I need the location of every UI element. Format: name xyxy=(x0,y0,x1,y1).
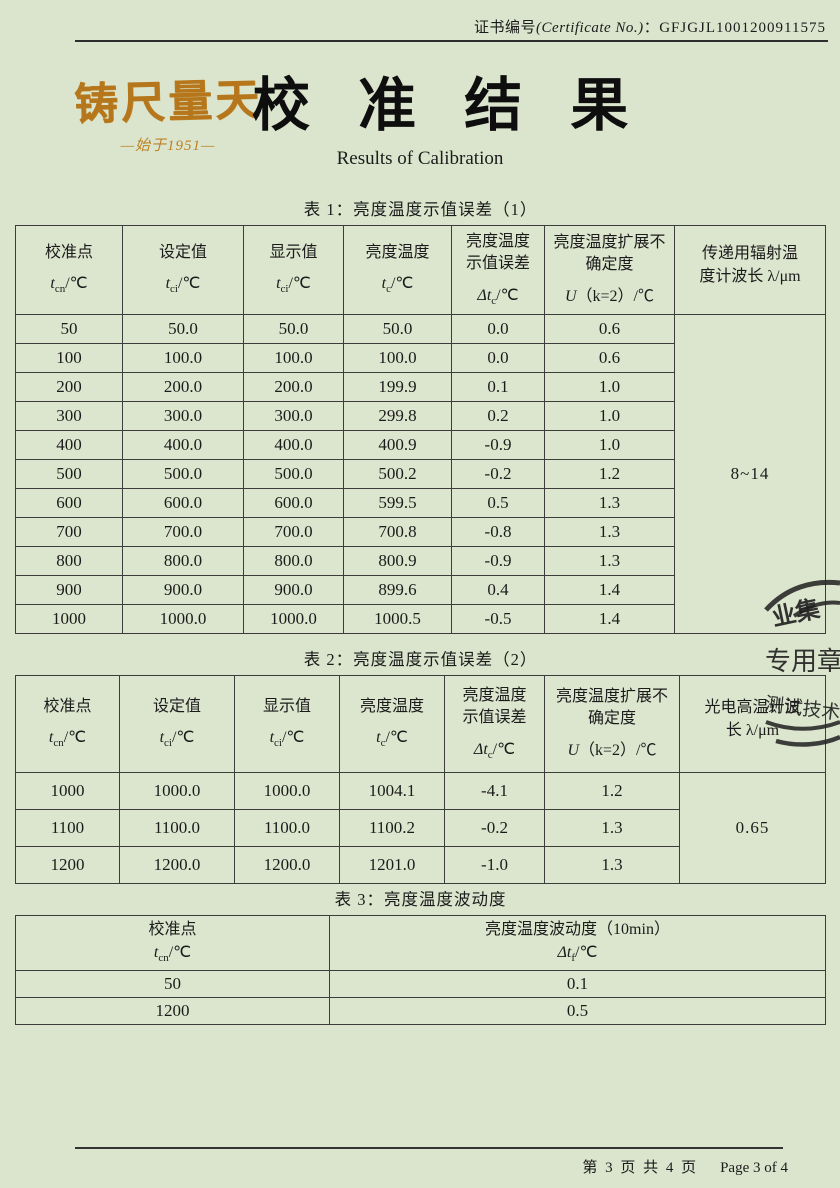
brand-tagline: —始于1951— xyxy=(120,138,216,154)
table3-section: 表 3：亮度温度波动度 校准点 tcn/℃ 亮度温度波动度（10min） Δtf/℃… xyxy=(15,886,826,1025)
table-row: 1000 1000.0 1000.0 1000.5 -0.5 1.4 xyxy=(15,604,826,634)
header-rule xyxy=(75,40,828,42)
table1-col-displayed-value: 显示值 tci/℃ xyxy=(243,225,344,315)
table-row: 1100 1100.0 1100.0 1100.2 -0.2 1.3 xyxy=(15,809,826,847)
table-row: 400 400.0 400.0 400.9 -0.9 1.0 xyxy=(15,430,826,460)
table2-col-displayed-value: 显示值 tci/℃ xyxy=(234,675,340,773)
stamp-text-middle: 专用章 xyxy=(765,647,840,676)
table1-col-uncertainty: 亮度温度扩展不 确定度 U（k=2）/℃ xyxy=(544,225,675,315)
table-row: 1200 0.5 xyxy=(15,997,826,1025)
table2-wavelength-value: 0.65 xyxy=(679,772,826,884)
table-row: 800 800.0 800.0 800.9 -0.9 1.3 xyxy=(15,546,826,576)
table2-col-indication-error: 亮度温度 示值误差 Δtc/℃ xyxy=(444,675,545,773)
table-row: 300 300.0 300.0 299.8 0.2 1.0 xyxy=(15,401,826,431)
table1-col-set-value: 设定值 tci/℃ xyxy=(122,225,244,315)
table2-section: 表 2：亮度温度示值误差（2） 校准点 tcn/℃ 设定值 tci/℃ 显示值 tci… xyxy=(15,646,826,884)
brand-logo-text: 铸尺量天 xyxy=(73,74,263,131)
certificate-number-line: 证书编号(Certificate No.)：GFJGJL100120091157… xyxy=(474,16,826,37)
table1-caption: 表 1：亮度温度示值误差（1） xyxy=(303,200,538,219)
table-row: 50 0.1 xyxy=(15,970,826,998)
table1: 校准点 tcn/℃ 设定值 tci/℃ 显示值 tci/℃ 亮度温度 tc/℃ 亮度温度… xyxy=(15,225,826,634)
table3-header-row: 校准点 tcn/℃ 亮度温度波动度（10min） Δtf/℃ xyxy=(15,915,826,971)
table1-header-row: 校准点 tcn/℃ 设定值 tci/℃ 显示值 tci/℃ 亮度温度 tc/℃ 亮度温度… xyxy=(15,225,826,315)
table2-col-calibration-point: 校准点 tcn/℃ xyxy=(15,675,120,773)
table-row: 1000 1000.0 1000.0 1004.1 -4.1 1.2 0.65 xyxy=(15,772,826,884)
table1-col-calibration-point: 校准点 tcn/℃ xyxy=(15,225,123,315)
table2-col-set-value: 设定值 tci/℃ xyxy=(119,675,235,773)
table-row: 900 900.0 900.0 899.6 0.4 1.4 xyxy=(15,575,826,605)
table1-section: 表 1：亮度温度示值误差（1） 校准点 tcn/℃ 设定值 tci/℃ 显示值 tci… xyxy=(15,196,826,634)
page-number-en: Page 3 of 4 xyxy=(720,1160,788,1176)
table1-col-indication-error: 亮度温度 示值误差 Δtc/℃ xyxy=(451,225,545,315)
page-number-cn: 第 3 页 共 4 页 xyxy=(582,1160,699,1176)
table2-caption: 表 2：亮度温度示值误差（2） xyxy=(303,650,538,669)
table3: 校准点 tcn/℃ 亮度温度波动度（10min） Δtf/℃ 50 0.1 1200 0… xyxy=(15,915,826,1025)
table1-col-wavelength: 传递用辐射温 度计波长 λ/μm xyxy=(674,225,826,315)
table-row: 100 100.0 100.0 100.0 0.0 0.6 xyxy=(15,343,826,373)
table-row: 1200 1200.0 1200.0 1201.0 -1.0 1.3 xyxy=(15,846,826,884)
table2-col-uncertainty: 亮度温度扩展不 确定度 U（k=2）/℃ xyxy=(544,675,680,773)
cert-label-en: (Certificate No.) xyxy=(536,20,644,36)
page-title: 校 准 结 果 xyxy=(252,73,645,138)
table-row: 600 600.0 600.0 599.5 0.5 1.3 xyxy=(15,488,826,518)
table3-caption: 表 3：亮度温度波动度 xyxy=(334,890,507,909)
table2-col-luminance-temp: 亮度温度 tc/℃ xyxy=(339,675,445,773)
table-row: 50 50.0 50.0 50.0 0.0 0.6 8~14 xyxy=(15,314,826,634)
cert-label-cn: 证书编号 xyxy=(474,20,537,36)
cert-colon: ： xyxy=(643,20,660,36)
table-row: 500 500.0 500.0 500.2 -0.2 1.2 xyxy=(15,459,826,489)
stamp-text-bottom: 测试技术 xyxy=(764,693,840,724)
table3-col-fluctuation: 亮度温度波动度（10min） Δtf/℃ xyxy=(329,915,826,971)
table3-col-calibration-point: 校准点 tcn/℃ xyxy=(15,915,330,971)
table2-col-wavelength: 光电高温计波长 λ/μm xyxy=(679,675,826,773)
brand-logo: 铸尺量天 —始于1951— xyxy=(70,66,266,155)
table1-wavelength-value: 8~14 xyxy=(674,314,826,634)
page-subtitle: Results of Calibration xyxy=(336,148,504,169)
table1-col-luminance-temp: 亮度温度 tc/℃ xyxy=(343,225,452,315)
footer-rule xyxy=(75,1147,783,1149)
seal-stamp-fragment: 业集 专用章 测试技术 xyxy=(764,579,840,747)
cert-number: GFJGJL1001200911575 xyxy=(659,20,826,36)
table2-header-row: 校准点 tcn/℃ 设定值 tci/℃ 显示值 tci/℃ 亮度温度 tc/℃ 亮度温度… xyxy=(15,675,826,773)
table2: 校准点 tcn/℃ 设定值 tci/℃ 显示值 tci/℃ 亮度温度 tc/℃ 亮度温度… xyxy=(15,675,826,884)
footer: 第 3 页 共 4 页 Page 3 of 4 xyxy=(582,1156,788,1177)
